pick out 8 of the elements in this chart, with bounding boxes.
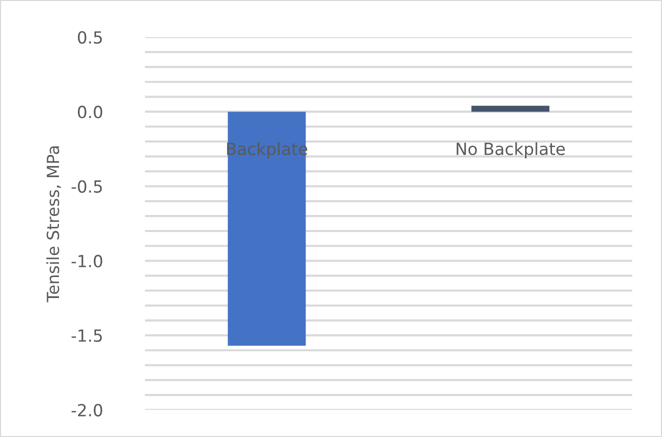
y-tick-label: -1.5	[72, 330, 102, 342]
y-tick-label: -1.0	[72, 254, 102, 268]
x-tick-label: No Backplate	[456, 142, 565, 158]
y-tick-label: -0.5	[72, 180, 102, 193]
y-tick-label: 0.5	[78, 31, 102, 44]
y-tick-label: 0.0	[78, 106, 102, 118]
y-axis-title: Tensile Stress, MPa	[46, 146, 61, 302]
y-tick-label: -2.0	[72, 404, 102, 416]
